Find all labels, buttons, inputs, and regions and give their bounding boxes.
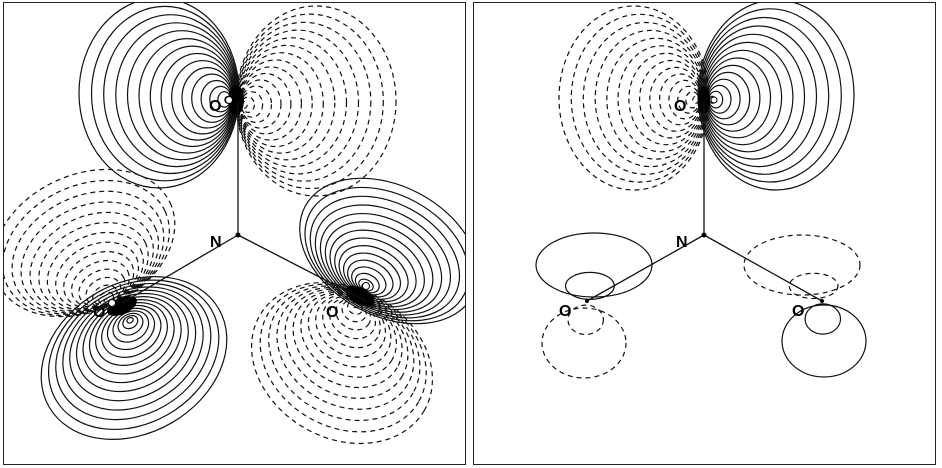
top-dashed-lobe-contour xyxy=(240,91,264,118)
top-solid-lobe-r-contour xyxy=(700,25,818,168)
lower-right-dashed-lobe-contour xyxy=(788,272,839,300)
right-contours xyxy=(535,3,867,379)
atom-label-o-right-r: O xyxy=(792,303,804,320)
top-solid-lobe-contour xyxy=(171,60,235,135)
left-solid-lobe-contour xyxy=(69,289,197,402)
left-solid-lobe-contour xyxy=(112,310,150,343)
right-core xyxy=(345,285,375,307)
top-dashed-lobe-contour xyxy=(239,66,303,141)
nitrogen-nucleus-r xyxy=(701,232,707,238)
left-solid-lobe-contour xyxy=(55,282,212,421)
top-dashed-lobe-contour xyxy=(240,85,273,124)
atom-label-n: N xyxy=(210,234,222,251)
top-dashed-lobe-r-contour xyxy=(594,29,707,168)
left-dashed-lobe-contour xyxy=(20,201,160,314)
lower-left-solid-lobe-contour xyxy=(564,271,615,300)
top-solid-lobe-contour xyxy=(90,5,239,182)
top-solid-lobe-r-contour xyxy=(699,16,830,175)
oxygen-nucleus-right xyxy=(362,282,370,290)
top-dashed-lobe-contour xyxy=(239,79,282,129)
left-contours xyxy=(4,3,465,445)
oxygen-nucleus-top xyxy=(225,96,233,104)
left-bonds xyxy=(121,101,367,304)
top-dashed-lobe-r-contour xyxy=(582,21,708,175)
left-dashed-lobe-contour xyxy=(38,221,149,312)
top-solid-lobe-r-contour xyxy=(697,3,855,191)
right-solid-lobe-contour xyxy=(299,177,465,325)
bond-n-o-left-r xyxy=(586,234,705,302)
top-core xyxy=(228,85,244,115)
oxygen-nucleus-left xyxy=(108,299,116,307)
right-contour-plot: O O O N xyxy=(535,3,867,379)
bond-n-o-left xyxy=(121,234,239,304)
atom-label-o-right: O xyxy=(326,304,338,321)
lower-right-dashed-lobe-contour xyxy=(743,234,861,296)
top-dashed-lobe-contour xyxy=(239,72,292,135)
oxygen-nucleus-top-r xyxy=(710,96,718,104)
right-dashed-lobe-contour xyxy=(341,299,367,323)
left-solid-lobe-contour xyxy=(117,312,144,336)
top-solid-lobe-r-contour xyxy=(701,33,806,160)
atom-label-o-left: O xyxy=(93,304,105,321)
left-solid-lobe-contour xyxy=(126,316,134,324)
right-dashed-lobe-contour xyxy=(259,283,427,433)
right-bonds xyxy=(586,101,823,302)
right-dashed-lobe-contour xyxy=(268,285,421,422)
right-dashed-lobe-contour xyxy=(276,286,415,410)
oxygen-nucleus-left-r xyxy=(585,299,589,303)
top-dashed-lobe-contour xyxy=(238,59,313,148)
left-solid-lobe-contour xyxy=(40,276,228,440)
top-dashed-lobe-contour xyxy=(236,21,372,182)
left-dashed-lobe-contour xyxy=(29,211,154,313)
atom-label-o-left-r: O xyxy=(559,303,571,320)
lower-left-dashed-lobe-contour xyxy=(541,307,627,379)
right-solid-lobe-contour xyxy=(304,186,465,322)
atom-label-o-top: O xyxy=(209,98,221,115)
top-core-r xyxy=(698,86,710,114)
atom-label-n-r: N xyxy=(676,234,688,251)
atom-label-o-top-r: O xyxy=(674,98,686,115)
top-dashed-lobe-contour xyxy=(237,37,348,168)
top-dashed-lobe-contour xyxy=(236,29,360,175)
left-solid-lobe-contour xyxy=(62,286,204,411)
left-orbital-panel: O O O N xyxy=(3,2,466,465)
left-solid-lobe-contour xyxy=(75,292,189,393)
left-solid-lobe-contour xyxy=(47,279,220,431)
lower-right-solid-lobe-contour xyxy=(781,304,867,378)
right-solid-lobe-contour xyxy=(309,195,461,319)
top-dashed-lobe-r-contour xyxy=(606,37,706,160)
lower-left-solid-lobe-contour xyxy=(535,232,653,298)
top-dashed-lobe-contour xyxy=(237,44,336,161)
lower-left-dashed-lobe-contour xyxy=(567,304,605,336)
oxygen-nucleus-right-r xyxy=(820,299,824,303)
top-dashed-lobe-contour xyxy=(235,5,397,197)
right-dashed-lobe-contour xyxy=(250,281,434,445)
left-contour-plot: O O O N xyxy=(4,3,465,445)
right-solid-lobe-contour xyxy=(334,237,417,305)
lower-right-solid-lobe-contour xyxy=(804,303,842,335)
left-solid-lobe-contour xyxy=(122,314,139,330)
left-dashed-lobe-contour xyxy=(78,268,126,308)
nitrogen-nucleus xyxy=(235,232,241,238)
right-orbital-panel: O O O N xyxy=(473,2,936,465)
bond-n-o-right-r xyxy=(703,234,823,302)
bond-n-o-right xyxy=(237,234,367,302)
top-dashed-lobe-contour xyxy=(235,13,384,190)
